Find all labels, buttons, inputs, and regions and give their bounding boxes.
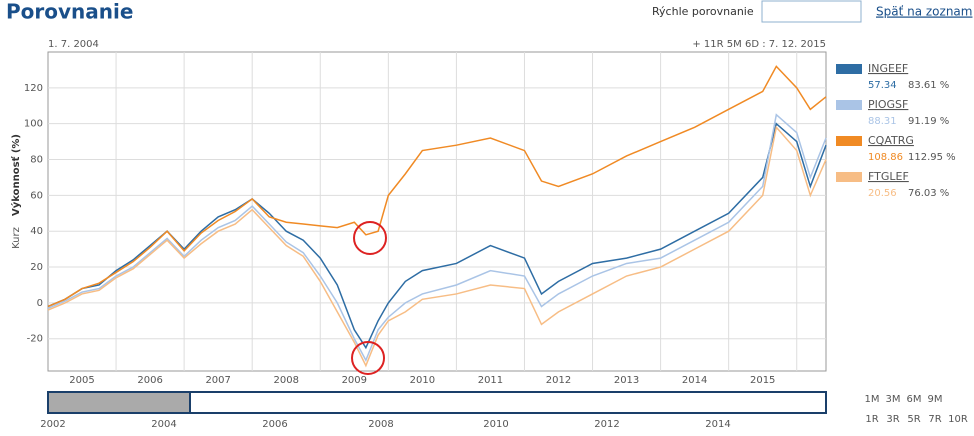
legend-performance: 83.61 % [908,80,949,91]
x-tick-label: 2010 [410,375,435,386]
navigator-axis: 2002 2004 2006 2008 2010 2012 2014 1M 3M 6M 9M 1R 3R… [40,394,968,430]
y-axis-label: Výkonnosť (%) [10,134,22,216]
series-line [47,122,827,350]
range-button[interactable]: 9M [928,394,943,405]
y-tick-label: 120 [24,83,43,94]
x-tick-label: 2015 [750,375,775,386]
legend-price: 88.31 [868,116,897,127]
y-tick-label: 80 [30,155,43,166]
legend-swatch [836,100,862,110]
x-tick-label: 2013 [614,375,639,386]
x-tick-label: 2014 [682,375,707,386]
x-tick-label: 2005 [69,375,94,386]
navigator-shaded [49,393,190,412]
y-tick-label: 20 [30,262,43,273]
x-tick-label: 2009 [342,375,367,386]
range-button[interactable]: 7R [928,414,941,425]
search-input[interactable] [761,0,862,23]
y-tick-label: 100 [24,119,43,130]
x-tick-label: 2011 [478,375,503,386]
navigator-label: 2012 [594,419,619,430]
y-tick-label: -20 [27,334,43,345]
legend-swatch [836,64,862,74]
navigator[interactable] [47,391,827,414]
legend-name: INGEEF [868,62,908,75]
legend-price: 20.56 [868,188,897,199]
navigator-label: 2002 [40,419,65,430]
range-button[interactable]: 3R [886,414,899,425]
legend-swatch [836,136,862,146]
y-tick-label: 0 [37,298,43,309]
range-button[interactable]: 1R [865,414,878,425]
legend-performance: 91.19 % [908,116,949,127]
series-line [47,113,827,363]
x-tick-label: 2007 [205,375,230,386]
navigator-label: 2014 [705,419,730,430]
x-tick-label: 2008 [274,375,299,386]
legend-name: FTGLEF [868,170,909,183]
legend: INGEEF 57.34 83.61 %PIOGSF 88.31 91.19 % CQAT… [836,62,956,199]
plot-area [47,51,827,372]
legend-performance: 112.95 % [908,152,956,163]
back-link[interactable]: Späť na zoznam [876,5,972,19]
range-button[interactable]: 5R [907,414,920,425]
navigator-label: 2010 [483,419,508,430]
navigator-label: 2004 [151,419,176,430]
legend-price: 57.34 [868,80,897,91]
range-button[interactable]: 3M [886,394,901,405]
range-button[interactable]: 1M [865,394,880,405]
legend-performance: 76.03 % [908,188,949,199]
y-tick-label: 40 [30,226,43,237]
page-title: Porovnanie [6,0,133,24]
series-line [47,125,827,368]
search-label: Rýchle porovnanie [652,5,754,18]
legend-name: CQATRG [868,134,914,147]
plot [47,52,827,371]
legend-price: 108.86 [868,152,903,163]
legend-swatch [836,172,862,182]
range-button[interactable]: 10R [948,414,968,425]
range-end: + 11R 5M 6D : 7. 12. 2015 [692,39,826,50]
navigator-label: 2006 [262,419,287,430]
x-tick-label: 2012 [546,375,571,386]
y-tick-label: 60 [30,190,43,201]
x-tick-label: 2006 [137,375,162,386]
range-button[interactable]: 6M [907,394,922,405]
range-start: 1. 7. 2004 [48,39,99,50]
series-line [47,65,827,308]
y-axis-label-2: Kurz [11,227,22,249]
navigator-label: 2008 [368,419,393,430]
highlight-circle [353,221,387,255]
highlight-circle [351,341,385,375]
legend-name: PIOGSF [868,98,908,111]
